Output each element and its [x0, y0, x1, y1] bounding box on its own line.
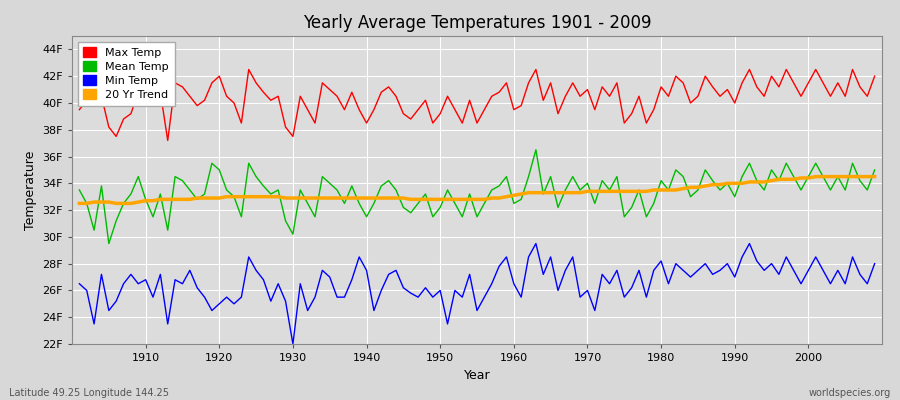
Mean Temp: [516, 197, 526, 202]
20 Yr Trend: [133, 200, 144, 204]
20 Yr Trend: [339, 196, 350, 200]
Line: Max Temp: Max Temp: [79, 70, 875, 140]
Mean Temp: [346, 184, 357, 188]
Mean Temp: [530, 148, 541, 152]
Title: Yearly Average Temperatures 1901 - 2009: Yearly Average Temperatures 1901 - 2009: [302, 14, 652, 32]
Max Temp: [869, 74, 880, 78]
Mean Temp: [869, 168, 880, 172]
Min Temp: [516, 295, 526, 300]
Max Temp: [523, 80, 534, 85]
Legend: Max Temp, Mean Temp, Min Temp, 20 Yr Trend: Max Temp, Mean Temp, Min Temp, 20 Yr Tre…: [77, 42, 175, 106]
Text: worldspecies.org: worldspecies.org: [809, 388, 891, 398]
Min Temp: [869, 261, 880, 266]
Mean Temp: [140, 197, 151, 202]
20 Yr Trend: [869, 174, 880, 179]
Mean Temp: [302, 201, 313, 206]
Mean Temp: [104, 241, 114, 246]
Min Temp: [302, 308, 313, 313]
Max Temp: [516, 103, 526, 108]
Min Temp: [611, 268, 622, 273]
Min Temp: [508, 281, 519, 286]
Max Temp: [162, 138, 173, 143]
Line: Mean Temp: Mean Temp: [79, 150, 875, 244]
Min Temp: [287, 342, 298, 346]
Min Temp: [530, 241, 541, 246]
20 Yr Trend: [810, 174, 821, 179]
Text: Latitude 49.25 Longitude 144.25: Latitude 49.25 Longitude 144.25: [9, 388, 169, 398]
20 Yr Trend: [597, 189, 608, 194]
Max Temp: [354, 107, 364, 112]
Min Temp: [346, 277, 357, 282]
X-axis label: Year: Year: [464, 368, 490, 382]
Mean Temp: [508, 201, 519, 206]
Min Temp: [74, 281, 85, 286]
Min Temp: [133, 281, 144, 286]
Max Temp: [611, 80, 622, 85]
Max Temp: [243, 67, 254, 72]
Y-axis label: Temperature: Temperature: [23, 150, 37, 230]
20 Yr Trend: [295, 196, 306, 200]
Max Temp: [310, 121, 320, 126]
Mean Temp: [611, 174, 622, 179]
Line: 20 Yr Trend: 20 Yr Trend: [79, 177, 875, 203]
20 Yr Trend: [508, 193, 519, 198]
20 Yr Trend: [74, 201, 85, 206]
Line: Min Temp: Min Temp: [79, 244, 875, 344]
Max Temp: [74, 107, 85, 112]
Mean Temp: [74, 188, 85, 192]
Max Temp: [133, 90, 144, 95]
20 Yr Trend: [501, 194, 512, 199]
